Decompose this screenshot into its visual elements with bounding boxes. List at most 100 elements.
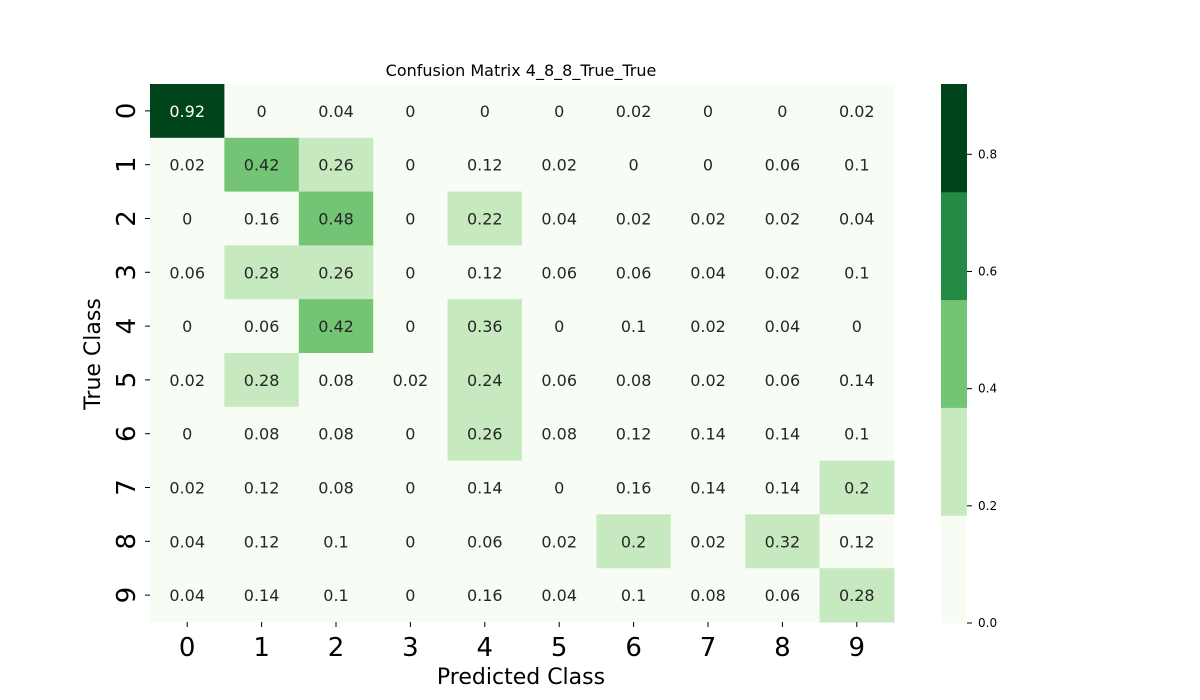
heatmap-cell-4-7: [670, 299, 746, 354]
cell-value-label: 0.1: [621, 317, 646, 336]
cell-value-label: 0.26: [467, 425, 503, 444]
heatmap-cell-9-9: [819, 568, 895, 623]
cell-value-label: 0.02: [616, 210, 652, 229]
colorbar-segment-2: [941, 299, 967, 408]
heatmap-cell-2-4: [447, 191, 523, 246]
heatmap-cell-0-0: [150, 84, 225, 139]
heatmap-cell-5-1: [224, 353, 300, 408]
heatmap-cell-6-1: [224, 406, 300, 462]
cell-value-label: 0.12: [244, 532, 280, 551]
y-tick-label: 7: [112, 479, 142, 496]
heatmap-cell-3-8: [745, 245, 821, 300]
heatmap-cell-8-8: [745, 514, 821, 569]
cell-value-label: 0.02: [169, 371, 205, 390]
heatmap-cell-4-1: [224, 299, 300, 354]
x-tick-label: 2: [328, 633, 345, 663]
x-tick-label: 1: [253, 633, 270, 663]
cell-value-label: 0.12: [467, 263, 503, 282]
heatmap-cell-4-2: [298, 299, 374, 354]
cell-value-label: 0.02: [393, 371, 429, 390]
cell-value-label: 0: [852, 317, 862, 336]
cell-value-label: 0.08: [318, 479, 354, 498]
cell-value-label: 0.02: [616, 102, 652, 121]
cell-value-label: 0.26: [318, 263, 354, 282]
cell-value-label: 0.08: [318, 371, 354, 390]
heatmap-cell-3-6: [596, 245, 672, 300]
cell-value-label: 0.1: [621, 586, 646, 605]
heatmap-cell-7-6: [596, 460, 672, 515]
heatmap-cell-8-5: [522, 514, 597, 569]
cell-value-label: 0.04: [690, 263, 726, 282]
heatmap-cell-0-5: [522, 84, 597, 139]
heatmap-cell-0-1: [224, 84, 300, 139]
cell-value-label: 0.04: [839, 210, 875, 229]
cell-value-label: 0.02: [169, 479, 205, 498]
cell-value-label: 0.04: [169, 532, 205, 551]
cell-value-label: 0.02: [765, 210, 801, 229]
heatmap-cell-8-2: [298, 514, 374, 569]
heatmap-cell-4-3: [373, 299, 449, 354]
cell-value-label: 0: [405, 156, 415, 175]
colorbar-segment-1: [941, 407, 967, 516]
cell-value-label: 0.16: [244, 210, 280, 229]
colorbar: 0.0 0.2 0.4 0.6 0.8: [941, 84, 997, 630]
heatmap-cell-9-7: [670, 568, 746, 623]
cell-value-label: 0.2: [844, 479, 869, 498]
heatmap-cell-9-4: [447, 568, 523, 623]
cell-value-label: 0.06: [616, 263, 652, 282]
x-axis-label: Predicted Class: [437, 665, 605, 690]
heatmap-cell-2-5: [522, 191, 597, 246]
y-axis-label: True Class: [81, 298, 106, 411]
y-tick-label: 5: [112, 372, 142, 389]
cell-value-label: 0: [777, 102, 787, 121]
cell-value-label: 0.2: [621, 532, 646, 551]
heatmap-cell-9-3: [373, 568, 449, 623]
heatmap-cell-0-4: [447, 84, 523, 139]
cell-value-label: 0.12: [616, 425, 652, 444]
heatmap-cell-4-6: [596, 299, 672, 354]
heatmap-cell-8-1: [224, 514, 300, 569]
heatmap-cell-4-9: [819, 299, 895, 354]
cell-value-label: 0.02: [690, 532, 726, 551]
heatmap-cell-3-9: [819, 245, 895, 300]
cell-value-label: 0.12: [839, 532, 875, 551]
cell-value-label: 0.06: [765, 371, 801, 390]
heatmap-cell-1-4: [447, 137, 523, 193]
heatmap-cell-0-2: [298, 84, 374, 139]
heatmap-cell-1-2: [298, 137, 374, 193]
cell-value-label: 0.14: [244, 586, 280, 605]
heatmap-cell-7-2: [298, 460, 374, 515]
cell-value-label: 0.32: [765, 532, 801, 551]
cell-value-label: 0: [405, 317, 415, 336]
heatmap-cell-8-6: [596, 514, 672, 569]
chart-title: Confusion Matrix 4_8_8_True_True: [386, 61, 657, 81]
cell-value-label: 0.06: [541, 371, 577, 390]
heatmap-cell-2-2: [298, 191, 374, 246]
cell-value-label: 0.06: [765, 156, 801, 175]
heatmap-cell-2-9: [819, 191, 895, 246]
heatmap-cell-6-8: [745, 406, 821, 462]
colorbar-tick-label: 0.4: [978, 382, 997, 396]
cell-value-label: 0.06: [169, 263, 205, 282]
heatmap-cell-5-7: [670, 353, 746, 408]
cell-value-label: 0.1: [844, 425, 869, 444]
heatmap-cell-0-7: [670, 84, 746, 139]
cell-value-label: 0: [405, 102, 415, 121]
heatmap-cell-2-0: [150, 191, 225, 246]
cell-value-label: 0.02: [541, 532, 577, 551]
cell-value-label: 0: [182, 425, 192, 444]
cell-value-label: 0.36: [467, 317, 503, 336]
cell-value-label: 0: [405, 425, 415, 444]
heatmap-cell-9-5: [522, 568, 597, 623]
y-tick-label: 2: [112, 210, 142, 227]
y-tick-label: 6: [112, 425, 142, 442]
cell-value-label: 0.08: [690, 586, 726, 605]
colorbar-tick-label: 0.0: [978, 616, 997, 630]
cell-value-label: 0.14: [765, 425, 801, 444]
colorbar-segment-4: [941, 84, 967, 193]
cell-value-label: 0.02: [541, 156, 577, 175]
heatmap-cell-8-9: [819, 514, 895, 569]
heatmap-cell-labels: 0.92 0 0.04 0 0 0 0.02 0 0 0.02 0.02 0.42 0.26 0 0.12 0…: [169, 102, 874, 605]
cell-value-label: 0: [182, 317, 192, 336]
